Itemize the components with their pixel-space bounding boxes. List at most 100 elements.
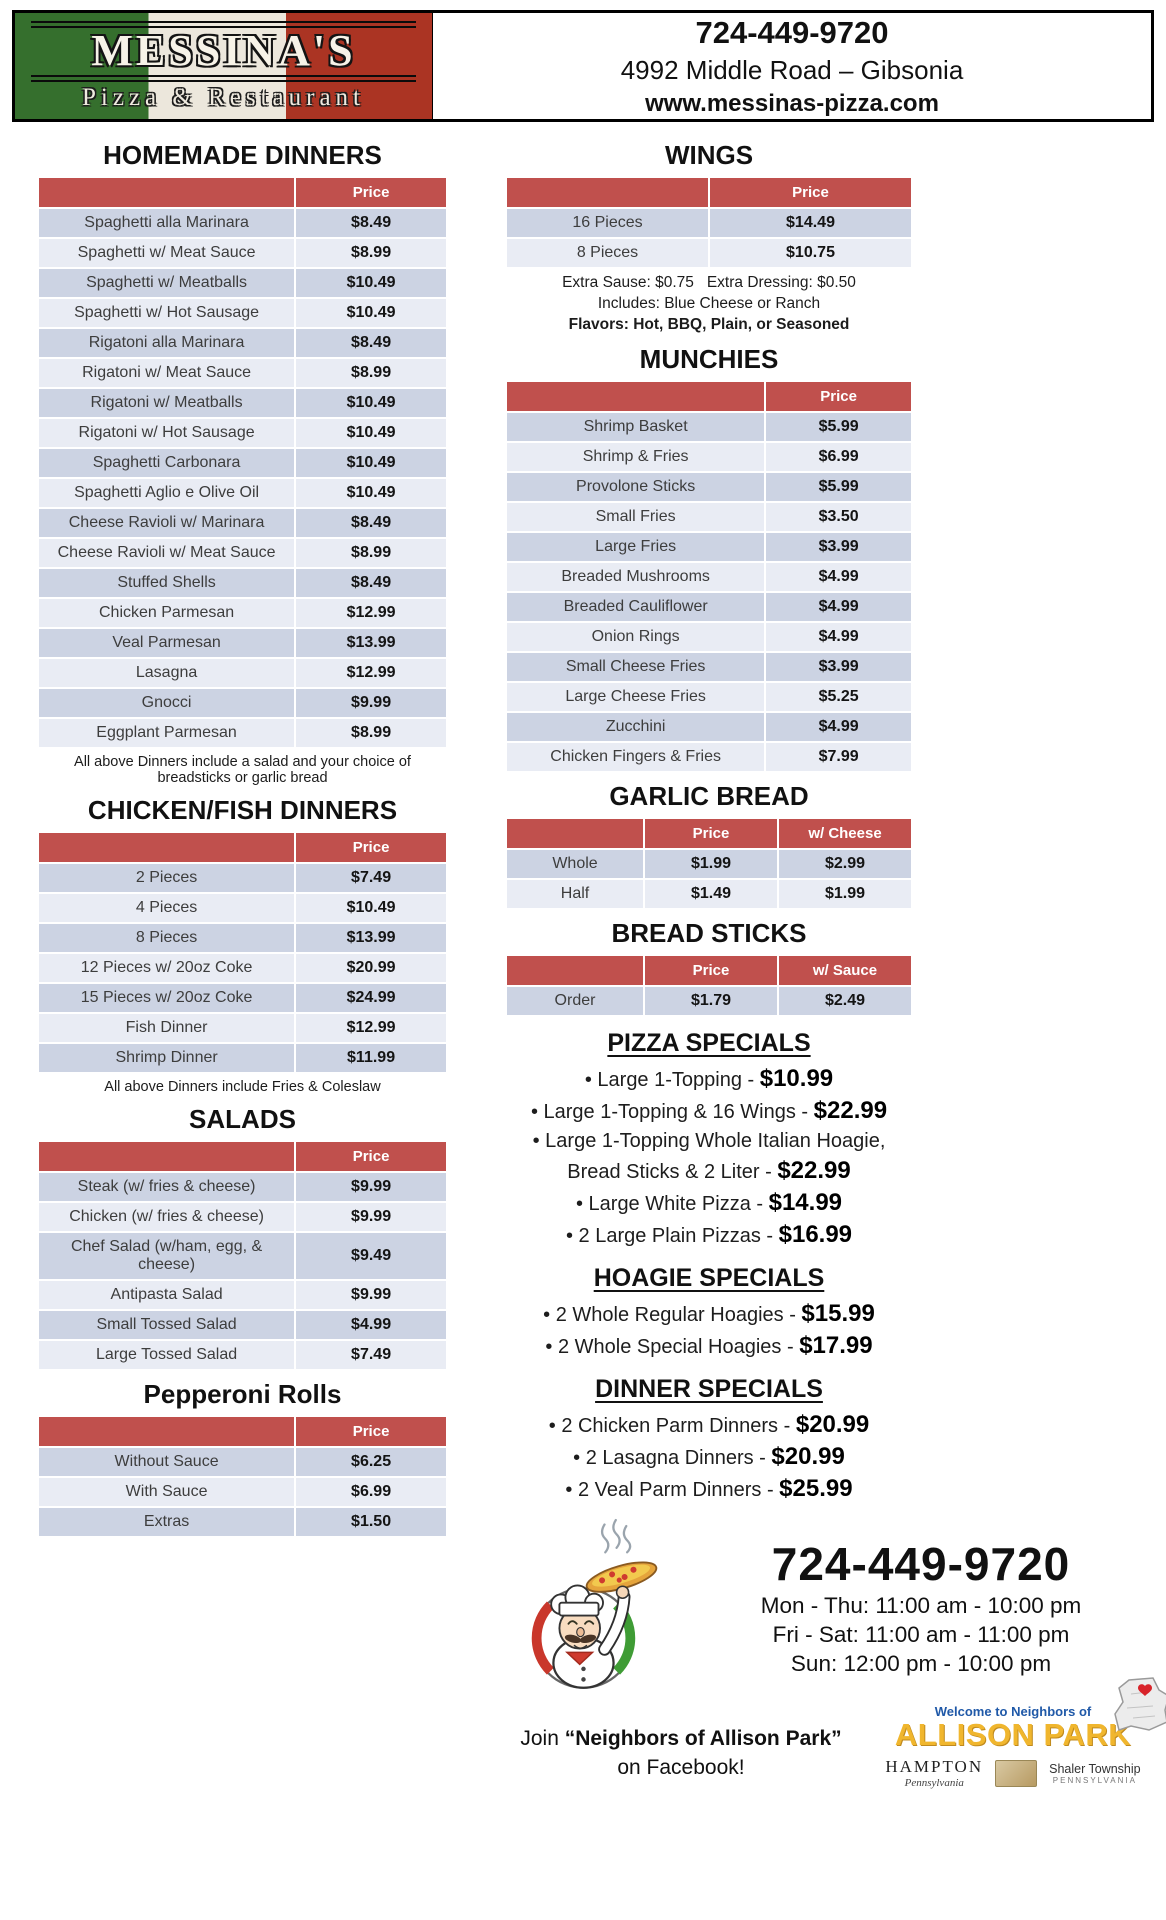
section-pizza-specials: PIZZA SPECIALS Large 1-Topping - $10.99 … [505,1029,913,1252]
munchies-table: Price Shrimp Basket $5.99 Shrimp & Fries… [505,380,913,773]
special-item: Large 1-Topping & 16 Wings - $22.99 [505,1095,913,1127]
special-label: Large White Pizza - [588,1192,769,1215]
item-name: Zucchini [507,712,765,741]
blank-header-cell [507,955,643,985]
blank-header-cell [39,1142,295,1171]
item-price: $9.99 [296,689,446,717]
item-name: Provolone Sticks [507,472,765,501]
item-name: Extras [39,1508,295,1536]
item-price: $10.49 [296,479,446,507]
badge-title: ALLISON PARK [894,1716,1132,1752]
item-price: $4.99 [296,1311,446,1339]
restaurant-logo: MESSINA'S Pizza & Restaurant [15,13,433,119]
price-column-header: Price [645,818,777,848]
table-header-row: Price [39,1142,446,1171]
item-name: 8 Pieces [507,239,708,267]
item-price: $13.99 [296,924,446,952]
footer-contact: 724-449-9720 Mon - Thu: 11:00 am - 10:00… [505,1514,1165,1702]
item-name: Without Sauce [39,1448,295,1476]
item-price: $14.49 [710,209,911,237]
special-price: $20.99 [795,1410,870,1438]
special-label: 2 Large Plain Pizzas - [578,1225,779,1248]
section-title: SALADS [189,1104,296,1134]
hours-line: Mon - Thu: 11:00 am - 10:00 pm [760,1592,1082,1618]
item-price: $1.99 [645,849,777,878]
item-name: Order [507,986,643,1015]
chicken-fish-table: Price 2 Pieces $7.49 4 Pieces $10.49 8 P… [37,831,448,1074]
item-name: Spaghetti Aglio e Olive Oil [39,479,295,507]
item-name: Veal Parmesan [39,629,295,657]
item-name: Large Fries [507,532,765,561]
salads-table: Price Steak (w/ fries & cheese) $9.99 Ch… [37,1140,448,1371]
section-footnote: All above Dinners include Fries & Colesl… [104,1079,381,1095]
table-header-row: Price [39,833,446,862]
section-title: CHICKEN/FISH DINNERS [87,795,398,825]
shaler-name: Shaler Township [1049,1761,1141,1776]
hampton-subtitle: Pennsylvania [904,1777,964,1790]
table-row: Order $1.79 $2.49 [507,986,911,1015]
table-row: Spaghetti Aglio e Olive Oil $10.49 [39,479,446,507]
special-price: $25.99 [779,1475,853,1503]
table-row: Rigatoni w/ Hot Sausage $10.49 [39,419,446,447]
item-price: $10.49 [296,389,446,417]
item-name: Large Cheese Fries [507,682,765,711]
specials-list: 2 Whole Regular Hoagies - $15.99 2 Whole… [505,1298,913,1363]
special-item: 2 Large Plain Pizzas - $16.99 [505,1219,913,1251]
bread-sticks-table: Price w/ Sauce Order $1.79 $2.49 [505,954,913,1017]
item-price: $11.99 [296,1044,446,1072]
table-row: Stuffed Shells $8.49 [39,569,446,597]
special-item: 2 Veal Parm Dinners - $25.99 [505,1473,913,1505]
facebook-join-text: Join [520,1726,565,1750]
specials-list: Large 1-Topping - $10.99 Large 1-Topping… [505,1063,913,1252]
item-name: 12 Pieces w/ 20oz Coke [39,954,295,982]
special-item: Large 1-Topping - $10.99 [505,1063,913,1095]
item-price: $8.49 [296,509,446,537]
item-name: Spaghetti alla Marinara [39,209,295,237]
section-title: HOAGIE SPECIALS [593,1263,825,1292]
item-price: $10.49 [296,269,446,297]
item-name: Stuffed Shells [39,569,295,597]
item-price: $4.99 [766,712,911,741]
special-price: $20.99 [771,1442,845,1470]
table-row: Without Sauce $6.25 [39,1448,446,1476]
table-row: Small Cheese Fries $3.99 [507,652,911,681]
table-row: Breaded Cauliflower $4.99 [507,592,911,621]
special-price: $14.99 [768,1188,843,1216]
table-row: Spaghetti w/ Meatballs $10.49 [39,269,446,297]
item-name: Breaded Cauliflower [507,592,765,621]
logo-subtitle: Pizza & Restaurant [82,83,365,111]
section-title: Pepperoni Rolls [143,1379,342,1409]
item-price: $8.99 [296,239,446,267]
table-row: Whole $1.99 $2.99 [507,849,911,878]
blank-header-cell [39,833,295,862]
item-price: $1.49 [645,879,777,908]
item-price: $3.50 [766,502,911,531]
section-hoagie-specials: HOAGIE SPECIALS 2 Whole Regular Hoagies … [505,1264,913,1363]
price-column-header: Price [296,1142,446,1171]
item-price: $9.99 [296,1203,446,1231]
item-price-extra: $1.99 [779,879,911,908]
item-name: Chicken (w/ fries & cheese) [39,1203,295,1231]
item-name: Antipasta Salad [39,1281,295,1309]
item-name: Small Fries [507,502,765,531]
table-row: Shrimp Basket $5.99 [507,412,911,441]
table-row: Cheese Ravioli w/ Marinara $8.49 [39,509,446,537]
item-name: 2 Pieces [39,864,295,892]
table-row: Onion Rings $4.99 [507,622,911,651]
table-row: Veal Parmesan $13.99 [39,629,446,657]
item-price: $8.49 [296,329,446,357]
item-name: 16 Pieces [507,209,708,237]
item-name: Eggplant Parmesan [39,719,295,747]
table-row: Rigatoni w/ Meatballs $10.49 [39,389,446,417]
table-row: 2 Pieces $7.49 [39,864,446,892]
item-price: $9.99 [296,1281,446,1309]
item-price-extra: $2.49 [779,986,911,1015]
item-price-extra: $2.99 [779,849,911,878]
item-price: $7.49 [296,1341,446,1369]
homemade-dinners-table: Price Spaghetti alla Marinara $8.49 Spag… [37,176,448,749]
wings-note-flavors: Flavors: Hot, BBQ, Plain, or Seasoned [568,315,850,333]
table-row: Large Fries $3.99 [507,532,911,561]
allison-park-badge: Welcome to Neighbors of ALLISON PARK HAM… [863,1676,1166,1790]
table-row: Cheese Ravioli w/ Meat Sauce $8.99 [39,539,446,567]
item-name: Chicken Fingers & Fries [507,742,765,771]
